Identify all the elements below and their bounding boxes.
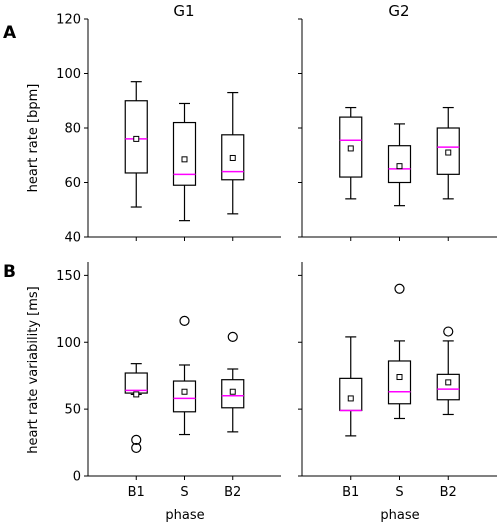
mean-marker: [133, 391, 140, 398]
mean-marker: [347, 395, 354, 402]
y-tick-label: 100: [56, 336, 81, 351]
panel-letter-a: A: [3, 23, 17, 43]
y-tick-label: 0: [73, 470, 81, 485]
box-body: [339, 116, 363, 178]
chart-panels: 40 60 80 100 120 0 50 100 150 B1 S B2 B1 S B2: [56, 13, 497, 500]
x-tick-label: B2: [224, 485, 241, 500]
box-body: [387, 145, 412, 184]
box-s: [172, 102, 197, 222]
y-axis-label-b: heart rate variability [ms]: [26, 286, 41, 454]
box-b2: [221, 91, 245, 215]
x-tick-label: S: [395, 485, 403, 500]
column-title-g1: G1: [173, 2, 194, 20]
x-axis-label-g2: phase: [380, 508, 419, 523]
x-tick-label: B1: [128, 485, 145, 500]
box-b1: [339, 106, 363, 200]
mean-marker: [445, 149, 452, 156]
x-tick-label: B2: [440, 485, 457, 500]
box-b2: [436, 326, 460, 416]
box-body: [221, 134, 245, 181]
box-s: [387, 283, 412, 420]
box-body: [387, 360, 412, 405]
y-tick-label: 150: [56, 269, 81, 284]
box-b2: [436, 106, 460, 200]
box-body: [436, 373, 460, 401]
y-tick-label: 100: [56, 67, 81, 82]
box-b1: [124, 363, 148, 454]
y-axis-label-a: heart rate [bpm]: [26, 84, 41, 193]
mean-marker: [133, 135, 140, 142]
box-s: [387, 123, 412, 207]
mean-marker: [181, 388, 188, 395]
mean-marker: [181, 156, 188, 163]
box-body: [221, 379, 245, 409]
mean-marker: [445, 379, 452, 386]
outlier-point: [131, 434, 142, 445]
outlier-point: [394, 283, 405, 294]
x-tick-label: B1: [342, 485, 359, 500]
y-tick-label: 40: [64, 231, 81, 246]
box-b1: [124, 81, 148, 208]
y-tick-label: 80: [64, 122, 81, 137]
box-body: [172, 380, 197, 413]
outlier-point: [227, 331, 238, 342]
mean-marker: [396, 374, 403, 381]
outlier-point: [179, 315, 190, 326]
box-b2: [221, 331, 245, 433]
panel-a-g1: 40 60 80 100 120: [56, 13, 281, 246]
box-b1: [339, 336, 363, 437]
box-body: [436, 127, 460, 175]
mean-marker: [347, 145, 354, 152]
mean-marker: [229, 388, 236, 395]
box-body: [172, 121, 197, 186]
panel-a-g2: [298, 18, 497, 241]
column-title-g2: G2: [388, 2, 409, 20]
panel-b-g2: B1 S B2: [298, 262, 497, 500]
box-s: [172, 315, 197, 436]
box-body: [124, 100, 148, 174]
x-axis-label-g1: phase: [165, 508, 204, 523]
y-tick-label: 50: [64, 403, 81, 418]
outlier-point: [131, 442, 142, 454]
panel-b-g1: 0 50 100 150 B1 S B2: [56, 262, 281, 500]
x-tick-label: S: [180, 485, 188, 500]
outlier-point: [443, 326, 454, 337]
box-body: [339, 377, 363, 412]
panel-letter-b: B: [3, 262, 16, 282]
y-tick-label: 60: [64, 176, 81, 191]
mean-marker: [229, 154, 236, 161]
mean-marker: [396, 163, 403, 170]
y-tick-label: 120: [56, 13, 81, 28]
